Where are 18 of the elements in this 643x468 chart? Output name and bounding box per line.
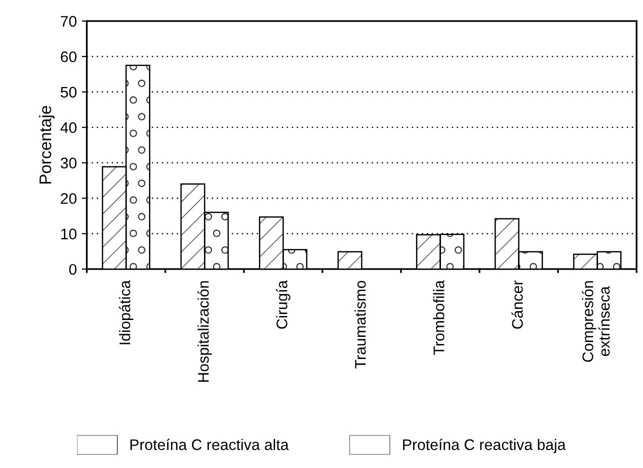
- x-tick-label: Cirugía: [276, 280, 290, 329]
- x-tick-label: Compresión extrínseca: [582, 281, 610, 362]
- x-tick-label: Idiopática: [118, 280, 134, 344]
- y-tick-label: 10: [61, 228, 76, 240]
- y-tick-label: 40: [60, 122, 76, 134]
- y-tick-label: 30: [60, 158, 76, 168]
- x-tick-label: Cáncer: [511, 280, 523, 329]
- x-tick-label: Traumatismo: [354, 280, 366, 368]
- x-tick-label: Hospitalización: [197, 281, 212, 382]
- x-tick-label: Trombofilia: [433, 280, 444, 355]
- y-tick-label: 0: [69, 264, 76, 275]
- y-tick-label: 60: [60, 51, 76, 62]
- y-axis-title: Porcentaje: [39, 106, 55, 184]
- legend-label: Proteína C reactiva alta: [130, 438, 289, 450]
- legend-label: Proteína C reactiva baja: [403, 438, 566, 454]
- y-tick-label: 20: [60, 193, 76, 204]
- y-tick-label: 50: [60, 86, 76, 98]
- y-tick-label: 70: [60, 16, 76, 27]
